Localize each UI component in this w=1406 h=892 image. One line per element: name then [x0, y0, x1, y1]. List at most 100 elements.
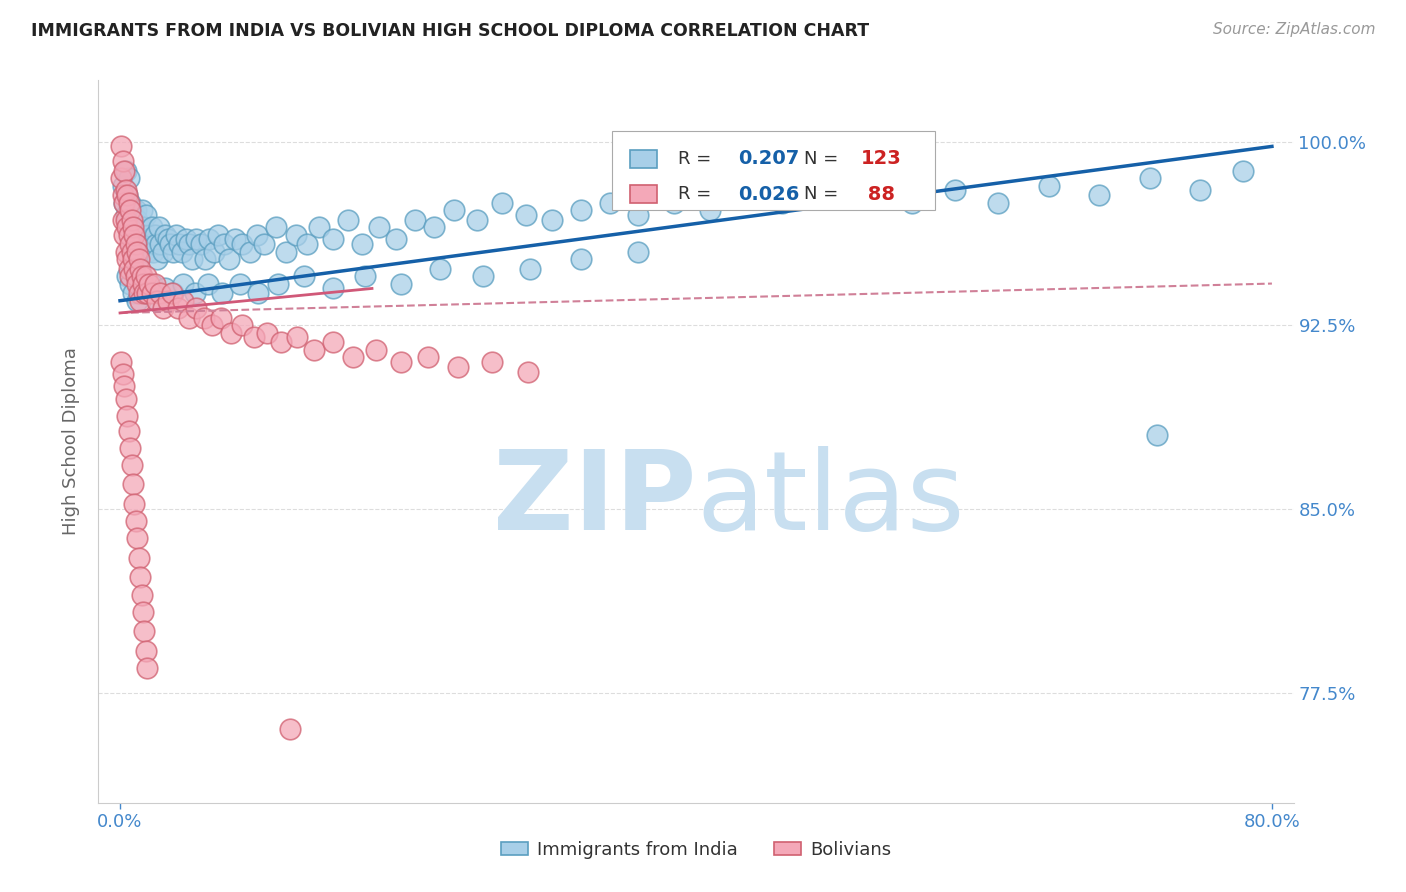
Point	[172, 277, 194, 291]
Point	[322, 232, 344, 246]
Text: 88: 88	[860, 185, 894, 204]
Point	[121, 213, 143, 227]
Point	[264, 220, 287, 235]
Point	[132, 220, 155, 235]
Point	[114, 213, 136, 227]
Point	[131, 203, 153, 218]
Point	[138, 232, 160, 246]
Point	[142, 244, 165, 259]
Point	[112, 195, 135, 210]
Text: N =: N =	[804, 186, 844, 203]
Legend: Immigrants from India, Bolivians: Immigrants from India, Bolivians	[494, 834, 898, 866]
Point	[212, 237, 235, 252]
Point	[128, 286, 150, 301]
Point	[118, 261, 141, 276]
Point	[243, 330, 266, 344]
Point	[122, 220, 145, 235]
Point	[121, 458, 143, 472]
Point	[336, 213, 359, 227]
Point	[186, 301, 208, 315]
Point	[127, 244, 149, 259]
Point	[190, 237, 212, 252]
Point	[129, 293, 152, 308]
Point	[735, 188, 758, 202]
Point	[165, 227, 187, 242]
Point	[1038, 178, 1060, 193]
Point	[146, 293, 169, 308]
Point	[167, 237, 190, 252]
Point	[125, 203, 148, 218]
Point	[129, 237, 152, 252]
Point	[115, 188, 138, 202]
Point	[112, 379, 135, 393]
Point	[569, 252, 592, 266]
Point	[599, 195, 621, 210]
Point	[124, 497, 146, 511]
Point	[111, 154, 134, 169]
Point	[112, 164, 135, 178]
Point	[246, 227, 269, 242]
Point	[353, 269, 375, 284]
Point	[274, 244, 297, 259]
Point	[162, 286, 184, 301]
Point	[135, 269, 157, 284]
Point	[146, 252, 169, 266]
Point	[160, 286, 183, 301]
Point	[231, 237, 253, 252]
Point	[112, 227, 135, 242]
Point	[156, 232, 179, 246]
Point	[135, 208, 157, 222]
Point	[481, 355, 503, 369]
Point	[423, 220, 446, 235]
Point	[112, 195, 135, 210]
Point	[149, 286, 172, 301]
Point	[699, 203, 721, 218]
Point	[1139, 171, 1161, 186]
Point	[124, 227, 146, 242]
Point	[194, 252, 217, 266]
Point	[128, 252, 150, 266]
Point	[111, 213, 134, 227]
Point	[541, 213, 564, 227]
Text: atlas: atlas	[696, 446, 965, 553]
Point	[253, 237, 276, 252]
Point	[162, 244, 184, 259]
Point	[143, 277, 166, 291]
Point	[118, 227, 141, 242]
Point	[135, 286, 157, 301]
Point	[901, 195, 924, 210]
Point	[153, 281, 176, 295]
Point	[122, 227, 145, 242]
Point	[136, 244, 159, 259]
Point	[179, 237, 201, 252]
Point	[295, 237, 318, 252]
Point	[139, 237, 162, 252]
Point	[111, 178, 134, 193]
Point	[197, 277, 219, 291]
Point	[125, 237, 148, 252]
Point	[170, 244, 193, 259]
Point	[141, 286, 163, 301]
Point	[125, 514, 148, 528]
Point	[120, 203, 142, 218]
Point	[166, 301, 188, 315]
Point	[132, 605, 155, 619]
Text: IMMIGRANTS FROM INDIA VS BOLIVIAN HIGH SCHOOL DIPLOMA CORRELATION CHART: IMMIGRANTS FROM INDIA VS BOLIVIAN HIGH S…	[31, 22, 869, 40]
Point	[120, 441, 142, 455]
Point	[114, 164, 136, 178]
Point	[322, 335, 344, 350]
Point	[211, 286, 233, 301]
Point	[368, 220, 391, 235]
Point	[146, 293, 169, 308]
Point	[193, 310, 215, 325]
Text: ZIP: ZIP	[492, 446, 696, 553]
Y-axis label: High School Diploma: High School Diploma	[62, 348, 80, 535]
Point	[115, 188, 138, 202]
Point	[128, 550, 150, 565]
Point	[153, 227, 176, 242]
Point	[156, 293, 179, 308]
Point	[231, 318, 253, 333]
Point	[118, 424, 141, 438]
Point	[209, 310, 232, 325]
Point	[516, 365, 538, 379]
